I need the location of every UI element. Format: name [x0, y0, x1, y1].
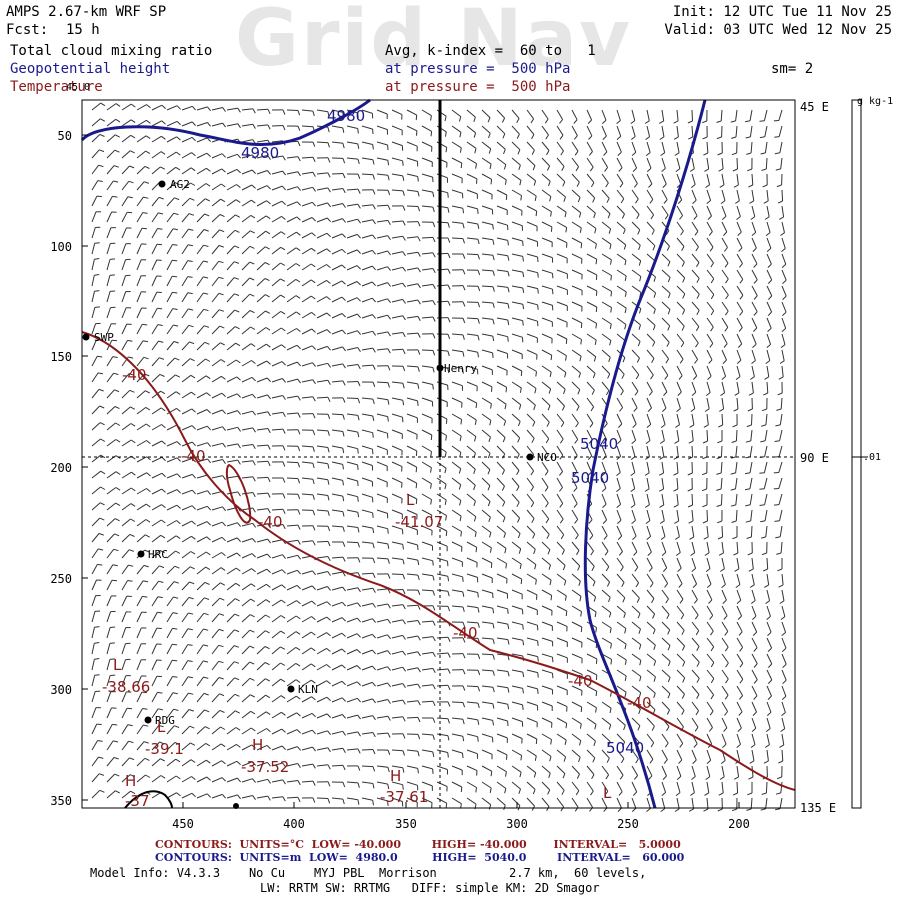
- colorbar: [851, 99, 862, 809]
- x-tick-label: 200: [728, 817, 750, 831]
- y-tick-label: 50: [58, 129, 72, 143]
- x-tick-label: 250: [617, 817, 639, 831]
- station-dot: [144, 716, 152, 724]
- extremum-letter: H: [252, 736, 263, 754]
- x-tick-label: 450: [172, 817, 194, 831]
- stations-layer: [82, 180, 534, 809]
- footer-temp-contours: CONTOURS: UNITS=°C LOW= -40.000 HIGH= -4…: [155, 838, 681, 851]
- temp-label: -40: [627, 694, 652, 712]
- station-label-henry: Henry: [444, 362, 477, 375]
- extremum-value: -39.1: [145, 740, 184, 758]
- y-tick-label: 300: [50, 683, 72, 697]
- station-label-hrc: HRC: [148, 548, 168, 561]
- station-dot: [436, 364, 444, 372]
- height-label: 4980: [241, 144, 279, 162]
- y-tick-label: 200: [50, 461, 72, 475]
- station-dot: [233, 803, 239, 809]
- station-label-rdg: RDG: [155, 714, 175, 727]
- extremum-letter: L: [406, 491, 415, 509]
- longitude-label: 90 E: [800, 451, 829, 465]
- station-dot: [137, 550, 145, 558]
- pressure-level-temp: at pressure = 500 hPa: [385, 79, 571, 95]
- station-label-kln: KLN: [298, 683, 318, 696]
- wind-barbs: [91, 102, 787, 813]
- extremum-letter: L: [113, 656, 122, 674]
- height-label: 5040: [606, 739, 644, 757]
- footer-height-contours: CONTOURS: UNITS=m LOW= 4980.0 HIGH= 5040…: [155, 851, 685, 864]
- height-label: 5040: [580, 435, 618, 453]
- model-title: AMPS 2.67-km WRF SP: [6, 4, 167, 20]
- temp-label: -40: [568, 672, 593, 690]
- longitude-label: 135 E: [800, 801, 836, 815]
- height-contour-4980: [80, 98, 371, 147]
- station-dot: [158, 180, 166, 188]
- field-geopotential: Geopotential height: [10, 61, 171, 77]
- station-label-nco: NCO: [537, 451, 557, 464]
- extremum-value: -37.61: [380, 788, 428, 806]
- station-dot: [526, 453, 534, 461]
- height-contour-5040: [583, 99, 707, 809]
- y-tick-label: 150: [50, 350, 72, 364]
- temp-label: -40: [181, 447, 206, 465]
- temp-label: -40: [258, 513, 283, 531]
- avg-k-index: Avg, k-index = 60 to 1: [385, 43, 596, 59]
- x-tick-label: 400: [283, 817, 305, 831]
- height-label: 5040: [571, 469, 609, 487]
- colorbar-value: .01: [863, 452, 881, 463]
- field-temperature: Temperature: [10, 79, 103, 95]
- station-dot: [82, 333, 90, 341]
- plot-frame: [81, 99, 796, 809]
- temp-contour-minus40-closed: [225, 463, 252, 524]
- forecast-value: 15 h: [66, 22, 100, 38]
- y-tick-label: 350: [50, 794, 72, 808]
- extremum-letter: H: [390, 767, 401, 785]
- station-dot: [287, 685, 295, 693]
- height-label: 4980: [327, 107, 365, 125]
- station-label-swp: SWP: [94, 331, 114, 344]
- valid-time: Valid: 03 UTC Wed 12 Nov 25: [664, 22, 892, 38]
- extremum-letter: L: [603, 784, 612, 802]
- extremum-letter: H: [125, 772, 136, 790]
- longitude-label: 45 E: [800, 100, 829, 114]
- field-cloud-mixing: Total cloud mixing ratio: [10, 43, 213, 59]
- smoothing: sm= 2: [771, 61, 814, 77]
- y-tick-label: 250: [50, 572, 72, 586]
- x-tick-label: 300: [506, 817, 528, 831]
- extremum-value: -41.07: [395, 513, 443, 531]
- y-tick-label: 100: [50, 240, 72, 254]
- forecast-label: Fcst:: [6, 22, 49, 38]
- temp-label: -40: [453, 624, 478, 642]
- footer-physics: LW: RRTM SW: RRTMG DIFF: simple KM: 2D S…: [260, 881, 600, 895]
- cloud-contour: [124, 790, 173, 809]
- init-time: Init: 12 UTC Tue 11 Nov 25: [672, 4, 892, 20]
- pressure-level-height: at pressure = 500 hPa: [385, 61, 571, 77]
- extremum-value: -37: [125, 792, 150, 810]
- colorbar-unit: g kg-1: [857, 96, 893, 107]
- x-tick-label: 350: [395, 817, 417, 831]
- corner-label: 45 0: [66, 82, 90, 93]
- watermark: Grid Nav: [235, 0, 632, 84]
- temp-contour-minus40: [81, 331, 796, 791]
- station-label-ag2: AG2: [170, 178, 190, 191]
- extremum-value: -37.52: [241, 758, 289, 776]
- extremum-value: -38.66: [102, 678, 150, 696]
- temp-label: -40: [122, 366, 147, 384]
- extremum-letter: L: [157, 718, 166, 736]
- footer-model-info: Model Info: V4.3.3 No Cu MYJ PBL Morriso…: [90, 866, 647, 880]
